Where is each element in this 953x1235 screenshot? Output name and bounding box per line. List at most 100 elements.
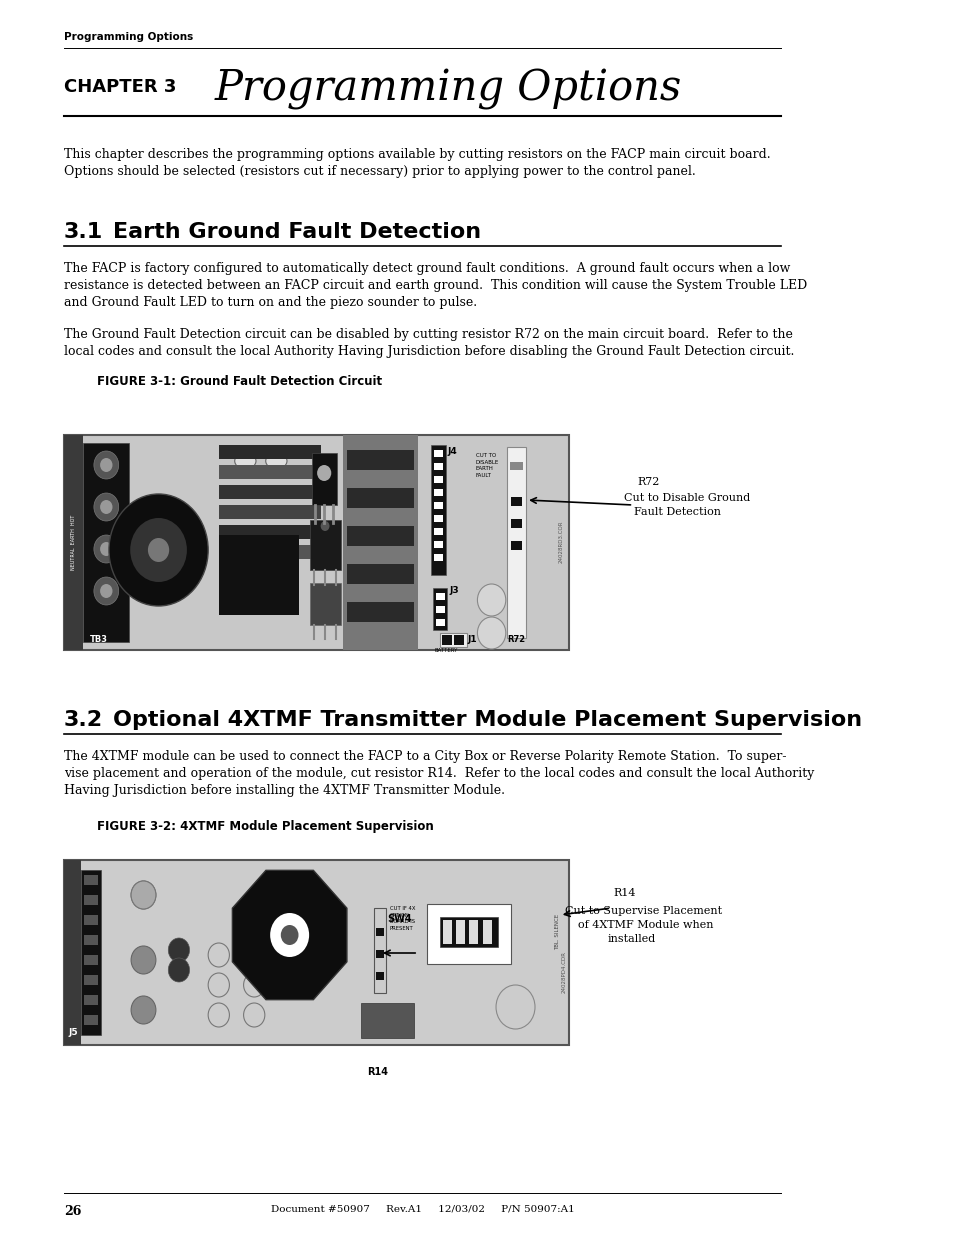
Text: BATTERY: BATTERY: [435, 648, 457, 653]
Text: installed: installed: [607, 934, 656, 944]
Bar: [64, 860, 81, 1045]
Circle shape: [148, 538, 169, 562]
Bar: [427, 904, 511, 965]
Text: J3: J3: [449, 585, 458, 595]
Circle shape: [208, 1003, 229, 1028]
Ellipse shape: [234, 453, 255, 469]
Bar: [436, 593, 444, 600]
Bar: [347, 488, 414, 508]
Bar: [84, 895, 98, 905]
Text: Cut to Disable Ground: Cut to Disable Ground: [623, 493, 749, 503]
Text: TB3: TB3: [91, 635, 109, 643]
Bar: [434, 475, 442, 483]
Text: FIGURE 3-2: 4XTMF Module Placement Supervision: FIGURE 3-2: 4XTMF Module Placement Super…: [97, 820, 434, 832]
Circle shape: [280, 925, 298, 945]
Circle shape: [100, 500, 112, 514]
Text: R14: R14: [366, 1067, 387, 1077]
Text: 24028RD3.COR: 24028RD3.COR: [558, 521, 563, 563]
Bar: [84, 935, 98, 945]
Circle shape: [131, 995, 155, 1024]
Circle shape: [100, 542, 112, 556]
Bar: [375, 950, 384, 958]
Text: J4: J4: [447, 447, 456, 456]
Bar: [510, 462, 522, 471]
Bar: [439, 918, 497, 947]
Circle shape: [496, 986, 535, 1029]
Bar: [310, 583, 340, 625]
Bar: [434, 555, 442, 561]
Bar: [506, 447, 526, 638]
Bar: [434, 515, 442, 522]
Bar: [434, 541, 442, 548]
Text: SW4: SW4: [387, 914, 412, 924]
Bar: [439, 634, 466, 647]
Text: TBL. SILENCE: TBL. SILENCE: [555, 914, 560, 950]
Bar: [84, 915, 98, 925]
Circle shape: [208, 944, 229, 967]
Bar: [431, 445, 445, 576]
Text: 24028PD4.CDR: 24028PD4.CDR: [561, 951, 566, 993]
Bar: [218, 445, 320, 459]
Bar: [433, 588, 447, 630]
Bar: [511, 496, 521, 506]
Polygon shape: [233, 871, 347, 999]
Bar: [81, 869, 101, 1035]
Circle shape: [131, 881, 155, 909]
Bar: [84, 955, 98, 965]
Circle shape: [476, 584, 505, 616]
Text: Optional 4XTMF Transmitter Module Placement Supervision: Optional 4XTMF Transmitter Module Placem…: [113, 710, 862, 730]
Text: CUT IF 4X
OPTION
BOARD IS
PRESENT: CUT IF 4X OPTION BOARD IS PRESENT: [390, 906, 415, 931]
Bar: [456, 920, 464, 944]
Bar: [434, 463, 442, 471]
Circle shape: [320, 521, 329, 531]
Bar: [64, 435, 83, 650]
Circle shape: [93, 451, 118, 479]
Bar: [375, 927, 384, 936]
Text: FIGURE 3-1: Ground Fault Detection Circuit: FIGURE 3-1: Ground Fault Detection Circu…: [97, 375, 382, 388]
Circle shape: [93, 493, 118, 521]
Text: The FACP is factory configured to automatically detect ground fault conditions. : The FACP is factory configured to automa…: [64, 262, 806, 309]
Bar: [511, 541, 521, 550]
Bar: [375, 972, 384, 981]
Ellipse shape: [266, 453, 287, 469]
Circle shape: [168, 958, 190, 982]
Circle shape: [243, 1003, 265, 1028]
Bar: [434, 489, 442, 496]
Circle shape: [168, 939, 190, 962]
Bar: [434, 450, 442, 457]
Text: R72: R72: [638, 477, 659, 487]
Text: 26: 26: [64, 1205, 81, 1218]
Text: J5: J5: [68, 1028, 78, 1037]
Text: CUT TO
DISABLE
EARTH
FAULT: CUT TO DISABLE EARTH FAULT: [476, 453, 498, 478]
Bar: [347, 564, 414, 584]
Text: The Ground Fault Detection circuit can be disabled by cutting resistor R72 on th: The Ground Fault Detection circuit can b…: [64, 329, 793, 358]
Circle shape: [476, 618, 505, 650]
Circle shape: [93, 577, 118, 605]
Circle shape: [208, 973, 229, 997]
Text: Programming Options: Programming Options: [64, 32, 193, 42]
Bar: [436, 606, 444, 613]
Bar: [374, 908, 386, 993]
Bar: [482, 920, 491, 944]
Circle shape: [100, 584, 112, 598]
Bar: [434, 501, 442, 509]
Bar: [442, 920, 452, 944]
Text: Programming Options: Programming Options: [214, 68, 680, 110]
Circle shape: [131, 946, 155, 974]
Bar: [64, 860, 568, 1045]
Bar: [347, 450, 414, 471]
Bar: [436, 619, 444, 626]
Circle shape: [131, 881, 155, 909]
Bar: [342, 435, 417, 650]
Text: of 4XTMF Module when: of 4XTMF Module when: [577, 920, 712, 930]
Bar: [83, 443, 130, 642]
Circle shape: [109, 494, 208, 606]
Circle shape: [130, 517, 187, 582]
Circle shape: [93, 535, 118, 563]
Text: Document #50907     Rev.A1     12/03/02     P/N 50907:A1: Document #50907 Rev.A1 12/03/02 P/N 5090…: [271, 1205, 574, 1214]
Bar: [218, 535, 298, 615]
Text: Earth Ground Fault Detection: Earth Ground Fault Detection: [113, 222, 481, 242]
Bar: [84, 974, 98, 986]
Bar: [469, 920, 477, 944]
Circle shape: [243, 944, 265, 967]
